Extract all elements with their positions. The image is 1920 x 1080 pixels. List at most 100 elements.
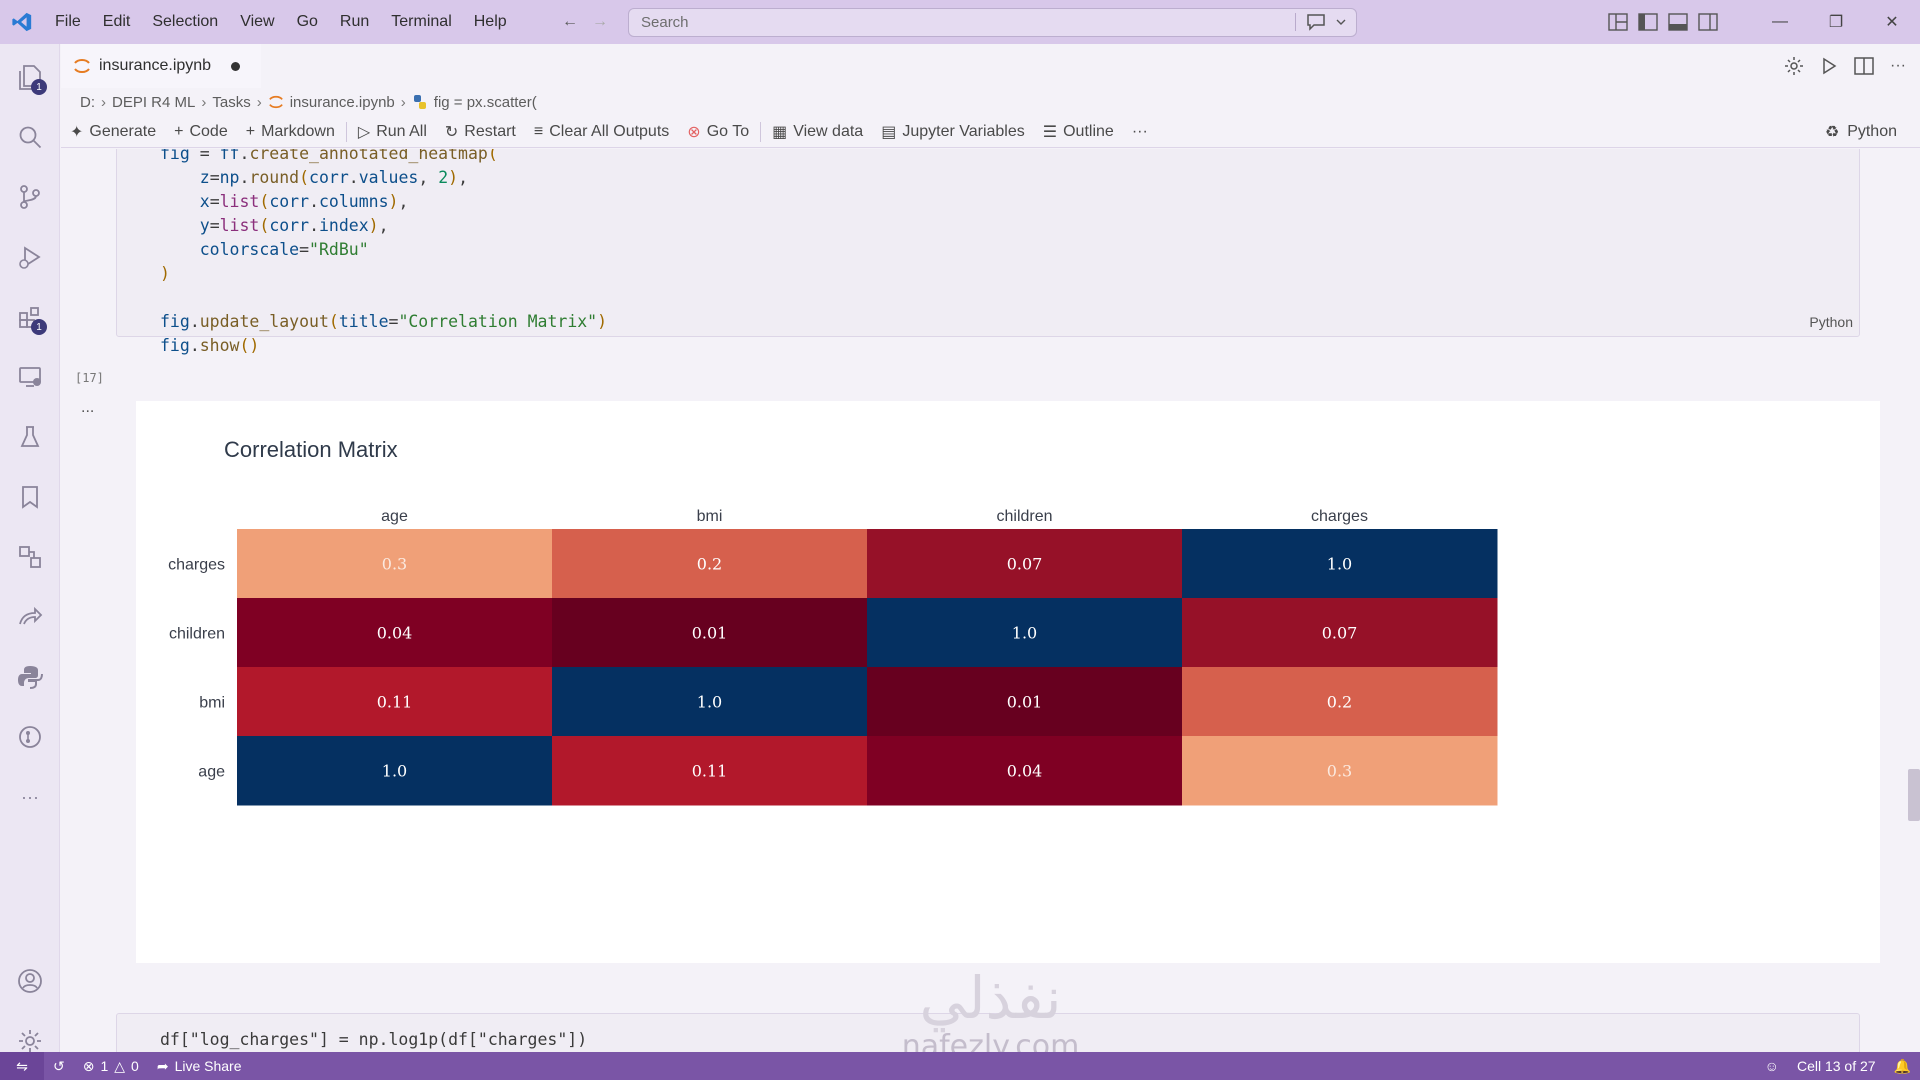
back-arrow-icon[interactable]: ← xyxy=(562,13,578,30)
notebook-body[interactable]: fig = ff.create_annotated_heatmap( z=np.… xyxy=(61,149,1920,1052)
breadcrumb-folder1[interactable]: DEPI R4 ML xyxy=(112,93,196,111)
toggle-secondary-sidebar-icon[interactable] xyxy=(1698,13,1718,31)
more-views-icon[interactable]: ··· xyxy=(21,786,39,807)
git-graph-icon[interactable] xyxy=(0,712,60,762)
error-circle-icon: ⊗ xyxy=(687,123,701,141)
breadcrumb-symbol[interactable]: fig = px.scatter( xyxy=(433,93,537,111)
toggle-panel-icon[interactable] xyxy=(1668,13,1688,31)
gear-icon[interactable] xyxy=(0,1016,60,1066)
more-actions-icon[interactable]: ··· xyxy=(1890,57,1906,74)
minimize-icon[interactable]: — xyxy=(1772,13,1788,30)
command-center-search[interactable]: Search xyxy=(628,8,1357,37)
toggle-primary-sidebar-icon[interactable] xyxy=(1638,13,1658,31)
heatmap-cell[interactable] xyxy=(552,529,868,599)
cell-language[interactable]: Python xyxy=(1809,314,1853,330)
heatmap-cell[interactable] xyxy=(552,598,868,668)
vertical-scrollbar[interactable] xyxy=(1908,769,1920,821)
settings-gear-icon[interactable] xyxy=(1784,56,1804,76)
restore-icon[interactable]: ❐ xyxy=(1828,14,1844,31)
heatmap-annotation: 1.0 xyxy=(697,693,722,712)
code-cell-next[interactable]: df["log_charges"] = np.log1p(df["charges… xyxy=(116,1013,1860,1052)
heatmap-cell[interactable] xyxy=(552,736,868,806)
heatmap-cell[interactable] xyxy=(1182,598,1498,668)
problems-indicator[interactable]: ⊗ 1 △ 0 xyxy=(74,1052,148,1080)
cell-position[interactable]: Cell 13 of 27 xyxy=(1788,1052,1885,1080)
breadcrumb-file[interactable]: insurance.ipynb xyxy=(289,93,395,111)
copilot-icon: ☺ xyxy=(1764,1058,1779,1074)
heatmap-cell[interactable] xyxy=(237,667,553,737)
remote-indicator[interactable]: ⇋ xyxy=(0,1052,44,1080)
split-editor-icon[interactable] xyxy=(1854,57,1874,75)
watermark-arabic: نفذلي xyxy=(919,964,1062,1032)
output-more-button[interactable]: ... xyxy=(81,399,95,416)
extensions-icon[interactable]: 1 xyxy=(0,292,60,342)
search-icon[interactable] xyxy=(0,112,60,162)
code-label: Code xyxy=(189,122,228,140)
generate-button[interactable]: ✦ Generate xyxy=(61,118,165,146)
source-control-icon[interactable] xyxy=(0,172,60,222)
heatmap-cell[interactable] xyxy=(1182,529,1498,599)
remote-explorer-icon[interactable] xyxy=(0,352,60,402)
heatmap-annotation: 0.3 xyxy=(382,555,407,574)
menu-go[interactable]: Go xyxy=(296,13,318,30)
cell-source[interactable]: fig = ff.create_annotated_heatmap( z=np.… xyxy=(160,149,608,355)
menu-selection[interactable]: Selection xyxy=(152,13,219,30)
menu-file[interactable]: File xyxy=(55,13,81,30)
customize-layout-icon[interactable] xyxy=(1608,13,1628,31)
run-all-button[interactable]: ▷ Run All xyxy=(349,118,436,146)
next-cell-source[interactable]: df["log_charges"] = np.log1p(df["charges… xyxy=(160,1030,588,1049)
bookmark-icon[interactable] xyxy=(0,472,60,522)
heatmap-cell[interactable] xyxy=(237,598,553,668)
jupyter-variables-button[interactable]: ▤ Jupyter Variables xyxy=(872,118,1034,146)
run-debug-icon[interactable] xyxy=(0,232,60,282)
live-share-label: Live Share xyxy=(174,1058,242,1074)
menu-run[interactable]: Run xyxy=(339,13,370,30)
view-data-button[interactable]: ▦ View data xyxy=(763,118,872,146)
restart-button[interactable]: ↻ Restart xyxy=(436,118,525,146)
copilot-status[interactable]: ☺ xyxy=(1756,1052,1788,1080)
menu-edit[interactable]: Edit xyxy=(102,13,131,30)
heatmap-cell[interactable] xyxy=(867,667,1183,737)
plus-icon: + xyxy=(245,122,256,140)
outline-button[interactable]: ☰ Outline xyxy=(1034,118,1123,146)
sync-status[interactable]: ↺ xyxy=(44,1052,74,1080)
menu-terminal[interactable]: Terminal xyxy=(391,13,452,30)
run-icon[interactable] xyxy=(1820,57,1838,75)
go-to-button[interactable]: ⊗ Go To xyxy=(678,118,758,146)
live-share-button[interactable]: ➦ Live Share xyxy=(148,1052,251,1080)
nav-arrows: ← → xyxy=(562,0,608,44)
copilot-chat-button[interactable] xyxy=(1295,13,1346,31)
live-share-icon[interactable] xyxy=(0,592,60,642)
menu-view[interactable]: View xyxy=(240,13,275,30)
heatmap-cell[interactable] xyxy=(237,529,553,599)
heatmap-cell[interactable] xyxy=(1182,736,1498,806)
clear-all-outputs-button[interactable]: ≡ Clear All Outputs xyxy=(525,118,678,146)
close-icon[interactable]: ✕ xyxy=(1885,14,1899,31)
heatmap-cell[interactable] xyxy=(867,529,1183,599)
tab-label: insurance.ipynb xyxy=(99,57,212,74)
tab-insurance-notebook[interactable]: insurance.ipynb xyxy=(61,44,261,88)
heatmap-cell[interactable] xyxy=(1182,667,1498,737)
python-icon[interactable] xyxy=(0,652,60,702)
kernel-picker[interactable]: ♻ Python xyxy=(1816,118,1906,146)
add-markdown-cell-button[interactable]: + Markdown xyxy=(237,118,344,146)
more-toolbar-button[interactable]: ··· xyxy=(1123,118,1157,146)
breadcrumb-folder2[interactable]: Tasks xyxy=(212,93,251,111)
heatmap-cell[interactable] xyxy=(237,736,553,806)
list-icon: ☰ xyxy=(1042,123,1058,141)
forward-arrow-icon[interactable]: → xyxy=(592,13,608,30)
heatmap-cell[interactable] xyxy=(867,736,1183,806)
unsaved-dot-icon[interactable] xyxy=(231,61,241,71)
notifications-bell[interactable]: 🔔 xyxy=(1885,1052,1920,1080)
account-icon[interactable] xyxy=(0,956,60,1006)
explorer-icon[interactable]: 1 xyxy=(0,52,60,102)
menu-help[interactable]: Help xyxy=(473,13,507,30)
heatmap-cell[interactable] xyxy=(867,598,1183,668)
breadcrumb-drive[interactable]: D: xyxy=(80,93,95,111)
add-code-cell-button[interactable]: + Code xyxy=(165,118,237,146)
testing-icon[interactable] xyxy=(0,412,60,462)
code-cell-17[interactable]: fig = ff.create_annotated_heatmap( z=np.… xyxy=(116,149,1860,355)
heatmap-cell[interactable] xyxy=(552,667,868,737)
database-icon[interactable] xyxy=(0,532,60,582)
